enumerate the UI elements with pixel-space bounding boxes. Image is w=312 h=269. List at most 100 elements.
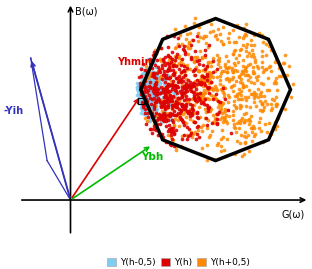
Point: [156, 91, 161, 95]
Point: [150, 89, 155, 93]
Point: [140, 86, 145, 90]
Point: [215, 62, 220, 66]
Point: [170, 129, 175, 133]
Point: [264, 67, 269, 71]
Point: [150, 109, 155, 114]
Point: [143, 121, 148, 126]
Point: [142, 102, 147, 107]
Point: [222, 106, 227, 111]
Point: [262, 94, 267, 98]
Point: [213, 92, 218, 96]
Point: [230, 52, 235, 56]
Point: [172, 27, 177, 31]
Point: [229, 84, 234, 89]
Point: [267, 63, 272, 68]
Point: [148, 98, 153, 102]
Point: [162, 90, 167, 94]
Point: [137, 98, 142, 102]
Point: [153, 86, 158, 91]
Point: [276, 115, 281, 120]
Point: [197, 62, 202, 66]
Point: [278, 74, 283, 79]
Point: [203, 66, 208, 70]
Point: [180, 94, 185, 98]
Point: [236, 53, 241, 57]
Point: [282, 61, 287, 65]
Point: [270, 125, 275, 129]
Point: [146, 89, 151, 94]
Point: [137, 88, 142, 92]
Point: [205, 118, 210, 123]
Point: [144, 77, 149, 82]
Point: [161, 87, 166, 91]
Point: [156, 85, 161, 89]
Point: [144, 86, 149, 90]
Point: [197, 78, 202, 82]
Point: [152, 100, 157, 104]
Point: [149, 78, 154, 82]
Point: [273, 120, 278, 125]
Point: [145, 99, 150, 103]
Point: [192, 79, 197, 83]
Point: [240, 64, 245, 68]
Point: [290, 82, 295, 86]
Point: [190, 38, 195, 43]
Point: [165, 96, 170, 101]
Point: [203, 76, 208, 80]
Point: [166, 123, 171, 127]
Point: [192, 59, 197, 63]
Point: [169, 111, 174, 116]
Point: [236, 91, 241, 95]
Point: [159, 46, 164, 51]
Point: [184, 37, 189, 42]
Point: [170, 62, 175, 67]
Point: [153, 85, 158, 90]
Point: [169, 112, 174, 116]
Point: [197, 81, 202, 85]
Point: [176, 111, 181, 115]
Point: [156, 65, 161, 69]
Point: [210, 59, 215, 63]
Point: [158, 46, 163, 50]
Point: [234, 23, 239, 27]
Point: [144, 105, 149, 109]
Point: [173, 117, 178, 122]
Point: [139, 67, 144, 72]
Point: [220, 120, 225, 125]
Point: [149, 71, 154, 75]
Point: [140, 80, 145, 85]
Point: [169, 127, 174, 131]
Point: [227, 40, 232, 44]
Point: [165, 129, 170, 133]
Point: [217, 108, 222, 112]
Point: [243, 45, 248, 49]
Point: [168, 102, 173, 106]
Point: [139, 106, 144, 111]
Point: [195, 124, 200, 128]
Point: [229, 68, 234, 72]
Point: [147, 88, 152, 92]
Point: [162, 110, 167, 115]
Point: [258, 90, 263, 95]
Point: [162, 75, 167, 79]
Point: [205, 44, 210, 49]
Point: [192, 67, 197, 72]
Point: [195, 92, 200, 96]
Point: [138, 83, 143, 88]
Point: [276, 66, 281, 70]
Point: [152, 88, 157, 92]
Point: [231, 52, 236, 56]
Point: [233, 79, 238, 83]
Point: [202, 107, 207, 111]
Point: [175, 63, 180, 68]
Point: [159, 101, 164, 105]
Point: [179, 71, 184, 76]
Point: [162, 89, 167, 93]
Point: [149, 97, 154, 101]
Point: [183, 86, 188, 90]
Point: [202, 53, 207, 57]
Point: [185, 100, 190, 104]
Point: [269, 105, 274, 110]
Point: [143, 87, 148, 91]
Point: [194, 124, 199, 129]
